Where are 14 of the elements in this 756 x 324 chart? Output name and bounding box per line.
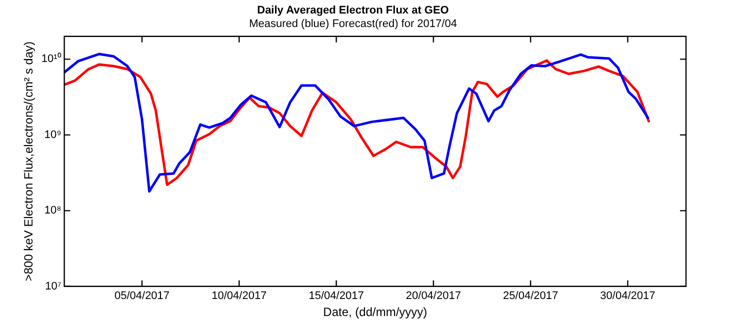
y-tick-label: 10⁸ bbox=[44, 204, 62, 217]
x-tick-label: 10/04/2017 bbox=[212, 290, 267, 302]
x-tick-label: 20/04/2017 bbox=[406, 290, 461, 302]
x-axis-title: Date, (dd/mm/yyyy) bbox=[323, 305, 428, 320]
x-tick-label: 30/04/2017 bbox=[600, 290, 656, 302]
x-tick-label: 15/04/2017 bbox=[308, 290, 364, 302]
chart-subtitle: Measured (blue) Forecast(red) for 2017/04 bbox=[249, 18, 457, 30]
y-axis-title: >800 keV Electron Flux,electrons/(cm² s day) bbox=[22, 42, 36, 282]
y-tick-label: 10¹⁰ bbox=[41, 52, 62, 66]
x-tick-label: 05/04/2017 bbox=[114, 290, 170, 302]
chart-title: Daily Averaged Electron Flux at GEO bbox=[257, 4, 450, 17]
y-tick-label: 10⁹ bbox=[44, 128, 62, 141]
x-tick-label: 25/04/2017 bbox=[503, 290, 558, 302]
y-tick-label: 10⁷ bbox=[45, 280, 62, 292]
